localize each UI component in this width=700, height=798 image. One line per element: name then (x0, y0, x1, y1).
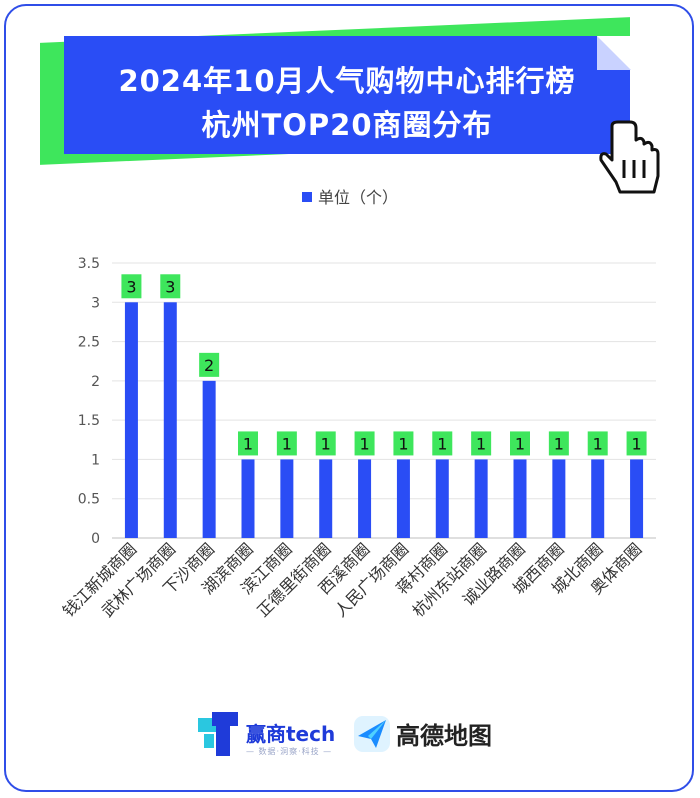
data-label-bg (276, 431, 297, 456)
chart-subtitle: 杭州TOP20商圈分布 (201, 108, 493, 142)
data-label: 1 (359, 434, 369, 453)
data-label: 2 (204, 356, 214, 375)
bar (591, 459, 605, 538)
y-tick-label: 3 (91, 295, 100, 311)
legend-label: 单位（个） (317, 188, 398, 207)
data-label-bg (238, 431, 258, 456)
y-tick-label: 2.5 (78, 335, 100, 351)
chart-legend: 单位（个） (0, 184, 700, 208)
data-label: 1 (398, 434, 408, 453)
data-label: 1 (243, 434, 253, 453)
data-label-bg (354, 431, 375, 456)
bar (435, 459, 449, 538)
card-frame (4, 4, 694, 792)
bar (202, 380, 216, 538)
y-tick-label: 0 (91, 531, 100, 547)
bar (513, 459, 527, 538)
data-label: 1 (515, 434, 525, 453)
data-label: 3 (165, 277, 175, 296)
data-label-bg (432, 431, 453, 456)
data-label-bg (393, 431, 414, 456)
bar (280, 459, 294, 538)
data-label-bg (587, 431, 608, 456)
data-label: 1 (593, 434, 603, 453)
pointing-hand-icon (599, 120, 660, 194)
bar (474, 459, 488, 538)
bar (124, 302, 138, 538)
data-label: 1 (437, 434, 447, 453)
data-label-bg (315, 431, 336, 456)
data-label: 1 (321, 434, 331, 453)
winshang-brand: 赢商tech (246, 722, 336, 746)
bar (358, 459, 372, 538)
legend-swatch (301, 192, 312, 202)
data-label-bg (121, 274, 142, 299)
bar-chart: 00.511.522.533.53钱江新城商圈3武林广场商圈2下沙商圈1湖滨商圈… (59, 256, 656, 621)
winshang-tagline: — 数据·洞察·科技 — (246, 747, 333, 756)
y-tick-label: 3.5 (78, 256, 100, 272)
chart-title: 2024年10月人气购物中心排行榜 (118, 64, 576, 98)
data-label: 3 (126, 277, 136, 296)
data-label: 1 (476, 434, 486, 453)
data-label: 1 (554, 434, 564, 453)
data-label-bg (199, 352, 220, 377)
footer-logos: 赢商tech — 数据·洞察·科技 — 高德地图 (0, 712, 700, 762)
page-fold (597, 36, 631, 70)
data-label-bg (510, 431, 530, 456)
data-label-bg (160, 274, 181, 299)
data-label-bg (471, 431, 492, 456)
y-tick-label: 2 (91, 374, 100, 390)
data-label: 1 (282, 434, 292, 453)
bar (396, 459, 410, 538)
y-tick-label: 1.5 (78, 413, 100, 429)
bar (319, 459, 333, 538)
y-tick-label: 0.5 (78, 492, 100, 508)
data-label-bg (626, 431, 647, 456)
bar (552, 459, 566, 538)
amap-brand: 高德地图 (396, 722, 492, 750)
data-label-bg (548, 431, 569, 456)
bar (630, 459, 644, 538)
bar (163, 302, 177, 538)
y-tick-label: 1 (91, 452, 100, 468)
data-label: 1 (631, 434, 641, 453)
amap-logo (354, 716, 390, 752)
bar (241, 459, 255, 538)
title-banner: 2024年10月人气购物中心排行榜 杭州TOP20商圈分布 (64, 36, 631, 154)
winshang-logo (198, 712, 238, 756)
